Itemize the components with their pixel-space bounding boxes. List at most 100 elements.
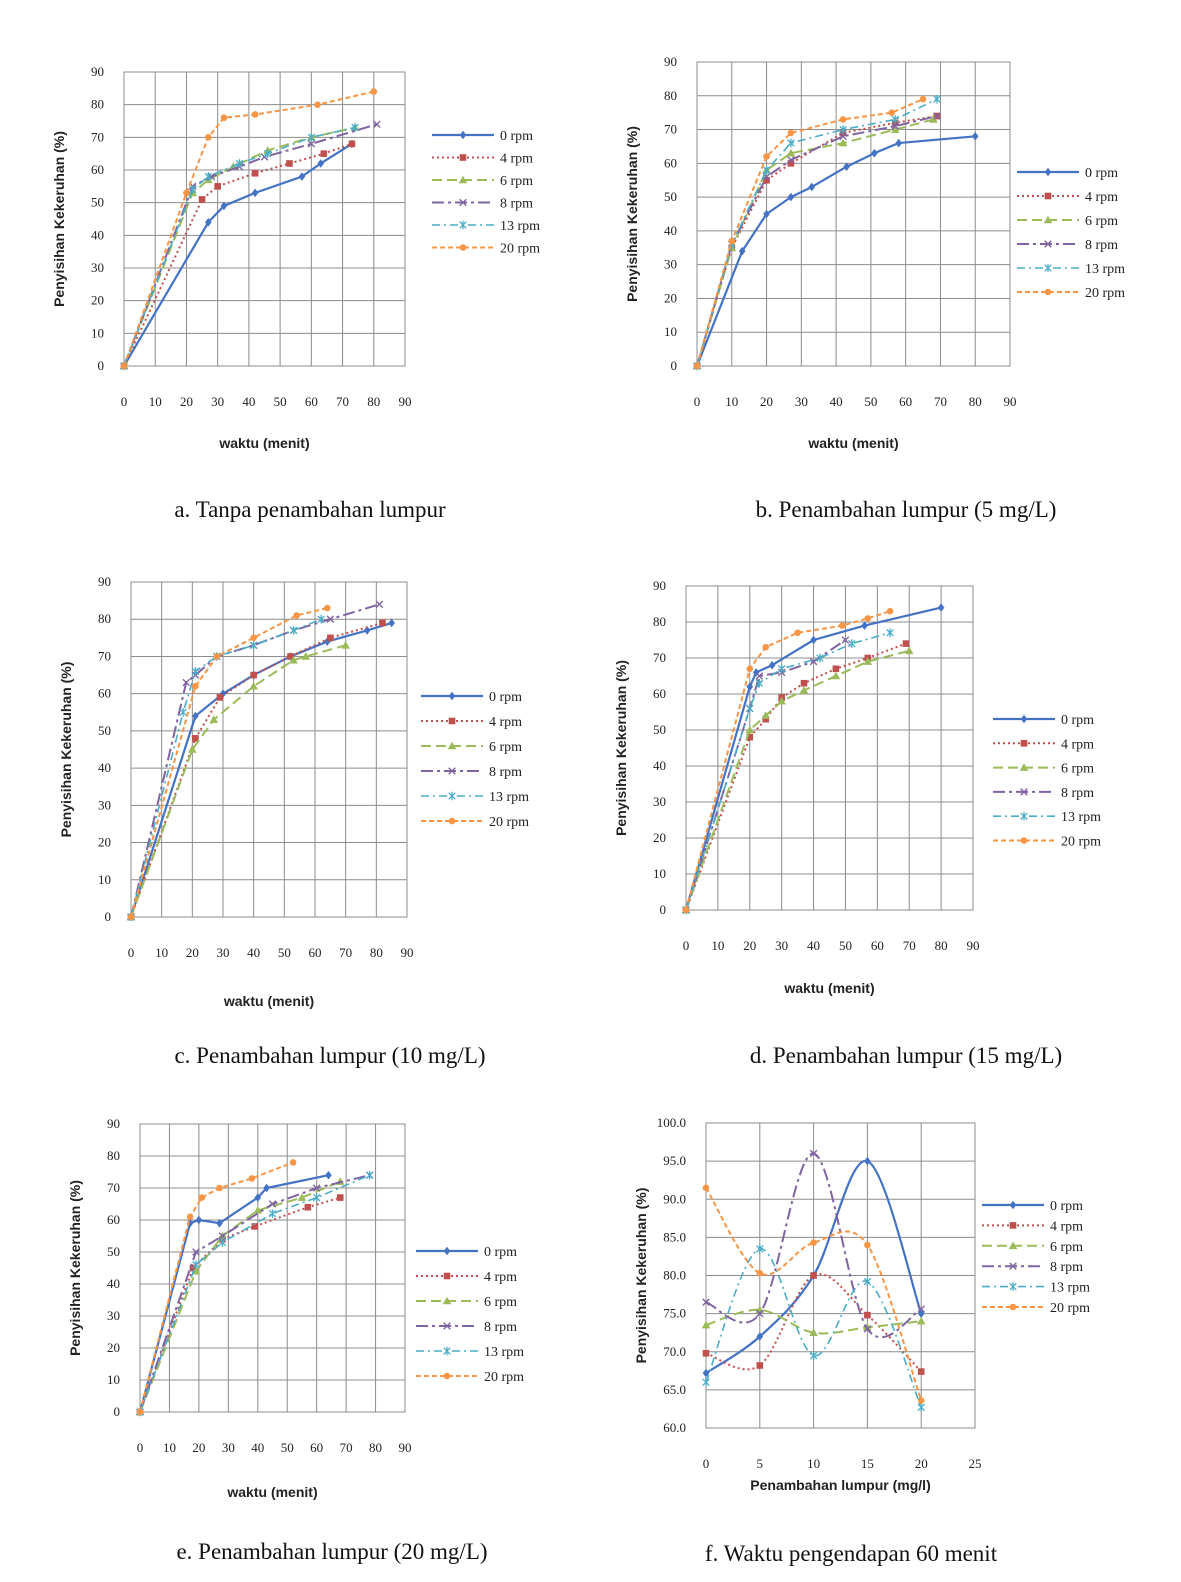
data-point bbox=[351, 123, 359, 132]
data-point bbox=[320, 150, 328, 157]
x-axis-title: waktu (menit) bbox=[226, 1484, 317, 1500]
series-line bbox=[685, 632, 891, 911]
series-line bbox=[139, 1196, 341, 1413]
series-8-rpm bbox=[120, 120, 381, 370]
y-tick-label: 80 bbox=[653, 614, 666, 629]
legend-marker bbox=[1009, 1222, 1017, 1229]
series-line bbox=[139, 1174, 370, 1413]
legend-label: 6 rpm bbox=[500, 174, 533, 189]
y-tick-label: 60 bbox=[91, 162, 104, 177]
x-tick-label: 80 bbox=[367, 394, 380, 409]
legend-marker bbox=[1020, 714, 1028, 724]
legend-label: 20 rpm bbox=[1085, 286, 1125, 301]
data-point bbox=[195, 1215, 203, 1225]
y-tick-label: 90 bbox=[653, 578, 666, 593]
data-point bbox=[304, 1203, 312, 1211]
data-point bbox=[800, 679, 808, 687]
data-point bbox=[787, 129, 795, 137]
data-point bbox=[763, 153, 770, 160]
legend-label: 13 rpm bbox=[1050, 1281, 1090, 1296]
legend-label: 0 rpm bbox=[489, 690, 522, 705]
data-point bbox=[843, 162, 850, 172]
data-point bbox=[179, 707, 187, 717]
series-4-rpm bbox=[120, 140, 356, 370]
legend: 0 rpm 4 rpm 6 rpm 8 rpm 13 rpm 20 rpm bbox=[982, 1199, 1090, 1316]
data-point bbox=[891, 122, 900, 130]
y-tick-label: 30 bbox=[664, 257, 677, 272]
legend-label: 4 rpm bbox=[1061, 737, 1094, 752]
data-point bbox=[863, 1325, 872, 1333]
y-tick-label: 70 bbox=[664, 122, 677, 137]
series-4-rpm bbox=[682, 640, 910, 914]
legend-marker bbox=[448, 717, 456, 725]
legend-marker bbox=[1043, 215, 1053, 224]
plot-frame bbox=[696, 61, 1011, 367]
series-line bbox=[139, 1174, 370, 1413]
data-point bbox=[216, 694, 224, 701]
data-point bbox=[373, 120, 381, 129]
data-point bbox=[218, 1232, 227, 1240]
data-point bbox=[861, 621, 868, 630]
series-0-rpm bbox=[136, 1170, 332, 1417]
y-tick-label: 60 bbox=[98, 686, 111, 701]
data-point bbox=[363, 626, 371, 635]
legend-label: 13 rpm bbox=[489, 790, 529, 805]
series-20-rpm bbox=[120, 88, 378, 370]
y-tick-label: 80.0 bbox=[663, 1268, 686, 1283]
x-tick-label: 90 bbox=[401, 945, 414, 960]
series-line bbox=[685, 642, 907, 911]
data-point bbox=[209, 715, 219, 724]
data-point bbox=[838, 622, 846, 629]
data-point bbox=[192, 1248, 200, 1256]
y-tick-label: 50 bbox=[653, 722, 666, 737]
chart-f: 0 5 10 15 20 25 60.0 65.0 70.0 75.0 80.0 85.0 90.0 95… bbox=[633, 1115, 1090, 1566]
data-point bbox=[756, 1244, 764, 1254]
y-tick-label: 40 bbox=[653, 758, 666, 773]
data-point bbox=[388, 618, 395, 628]
series-0-rpm bbox=[120, 139, 356, 371]
data-point bbox=[693, 362, 701, 370]
data-point bbox=[756, 1362, 764, 1369]
legend-label: 6 rpm bbox=[489, 740, 522, 755]
legend: 0 rpm 4 rpm 6 rpm 8 rpm 13 rpm 20 rpm bbox=[421, 690, 529, 830]
y-tick-label: 20 bbox=[98, 835, 111, 850]
series-13-rpm bbox=[702, 1244, 925, 1412]
chart-d: 0 10 20 30 40 50 60 70 80 90 0 10 20 30 40 50 60 70 80 90 wa… bbox=[613, 578, 1101, 1068]
data-point bbox=[864, 1156, 871, 1166]
data-point bbox=[325, 1170, 332, 1180]
y-tick-label: 100.0 bbox=[657, 1115, 686, 1130]
data-point bbox=[864, 1311, 871, 1319]
data-point bbox=[702, 1298, 710, 1306]
x-tick-label: 0 bbox=[137, 1440, 144, 1455]
y-tick-label: 85.0 bbox=[663, 1229, 686, 1244]
data-point bbox=[198, 196, 206, 203]
series-line bbox=[696, 98, 938, 367]
data-point bbox=[917, 1368, 925, 1375]
x-tick-label: 0 bbox=[683, 938, 690, 953]
data-point bbox=[746, 682, 754, 692]
data-point bbox=[787, 160, 795, 167]
series-4-rpm bbox=[127, 619, 386, 921]
y-tick-label: 95.0 bbox=[663, 1153, 686, 1168]
y-tick-label: 75.0 bbox=[663, 1306, 686, 1321]
x-tick-label: 10 bbox=[807, 1456, 820, 1471]
legend-marker bbox=[1009, 1303, 1017, 1311]
x-tick-label: 70 bbox=[903, 938, 916, 953]
x-tick-label: 0 bbox=[703, 1456, 710, 1471]
data-point bbox=[787, 156, 795, 164]
y-tick-label: 50 bbox=[664, 189, 677, 204]
data-point bbox=[702, 1184, 710, 1192]
legend: 0 rpm 4 rpm 6 rpm 8 rpm 13 rpm 20 rpm bbox=[432, 129, 540, 257]
y-tick-label: 50 bbox=[91, 195, 104, 210]
legend-label: 8 rpm bbox=[500, 197, 533, 212]
x-tick-label: 10 bbox=[711, 938, 724, 953]
x-tick-label: 70 bbox=[339, 945, 352, 960]
legend-label: 13 rpm bbox=[500, 219, 540, 234]
legend-marker bbox=[459, 244, 467, 251]
series-line bbox=[696, 98, 924, 367]
chart-e: 0 10 20 30 40 50 60 70 80 90 0 10 20 30 40 50 60 70 80 90 wa… bbox=[67, 1116, 524, 1564]
x-tick-label: 40 bbox=[242, 394, 255, 409]
series-line bbox=[138, 1174, 329, 1413]
data-point bbox=[214, 183, 221, 190]
